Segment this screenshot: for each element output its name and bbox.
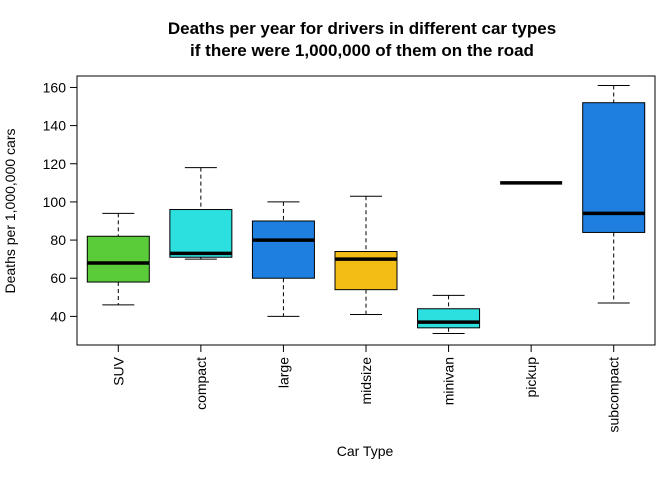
x-tick-label-minivan: minivan bbox=[441, 357, 457, 405]
box-body-minivan bbox=[417, 308, 481, 329]
box-body-compact bbox=[169, 209, 233, 258]
box-SUV bbox=[86, 212, 150, 306]
x-tick-label-midsize: midsize bbox=[358, 357, 374, 405]
y-axis-label: Deaths per 1,000,000 cars bbox=[2, 129, 18, 294]
box-group bbox=[86, 85, 646, 335]
y-tick-label-140: 140 bbox=[43, 118, 67, 134]
box-body-large bbox=[251, 220, 315, 279]
box-body-midsize bbox=[334, 251, 398, 291]
x-tick-label-compact: compact bbox=[193, 357, 209, 410]
y-tick-label-80: 80 bbox=[50, 232, 66, 248]
x-tick-label-SUV: SUV bbox=[110, 356, 126, 385]
box-compact bbox=[169, 167, 233, 260]
box-midsize bbox=[334, 195, 398, 315]
x-axis-label: Car Type bbox=[337, 443, 394, 459]
box-minivan bbox=[417, 294, 481, 335]
chart-title-line-2: if there were 1,000,000 of them on the r… bbox=[190, 41, 534, 60]
box-subcompact bbox=[582, 85, 646, 304]
box-body-SUV bbox=[86, 235, 150, 283]
y-tick-label-160: 160 bbox=[43, 79, 67, 95]
y-axis: 40 60 80 100 120 140 160 bbox=[43, 79, 78, 324]
y-tick-label-60: 60 bbox=[50, 270, 66, 286]
x-axis: SUV compact large midsize minivan pickup subco… bbox=[110, 344, 622, 433]
x-tick-label-large: large bbox=[275, 357, 291, 388]
y-tick-label-40: 40 bbox=[50, 308, 66, 324]
y-tick-label-120: 120 bbox=[43, 156, 67, 172]
box-large bbox=[251, 201, 315, 317]
x-tick-label-pickup: pickup bbox=[523, 357, 539, 398]
x-tick-label-subcompact: subcompact bbox=[606, 357, 622, 433]
y-tick-label-100: 100 bbox=[43, 194, 67, 210]
box-body-subcompact bbox=[582, 102, 646, 233]
chart-title-line-1: Deaths per year for drivers in different… bbox=[168, 19, 556, 38]
